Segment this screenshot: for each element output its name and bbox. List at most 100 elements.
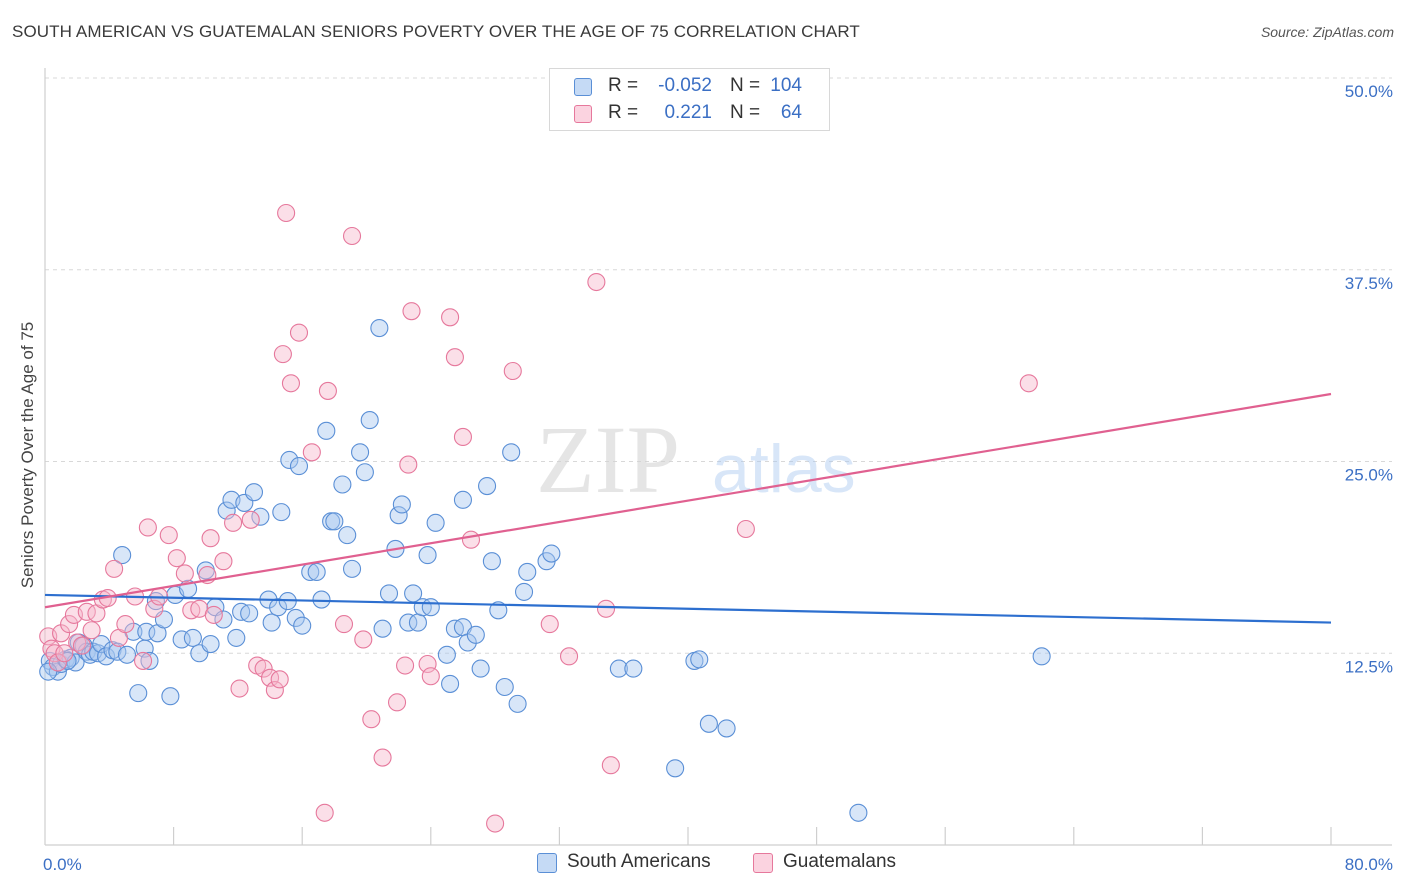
- guatemalans-point: [224, 513, 243, 532]
- guatemalans-point: [72, 636, 92, 655]
- y-tick-label: 25.0%: [1345, 466, 1393, 485]
- guatemalans-point: [559, 647, 579, 666]
- south-americans-point: [280, 450, 299, 470]
- guatemalans-point: [486, 814, 505, 833]
- south-americans-point: [108, 642, 127, 661]
- south-americans-point: [489, 601, 508, 620]
- guatemalans-point: [402, 302, 421, 321]
- south-americans-point: [240, 604, 259, 623]
- series-south-americans: [39, 318, 1051, 822]
- south-americans-point: [717, 719, 736, 738]
- south-americans-point: [471, 659, 490, 678]
- south-americans-point: [508, 694, 527, 713]
- south-americans-point: [437, 645, 456, 664]
- guatemalans-point: [214, 552, 233, 571]
- south-americans-point: [333, 475, 352, 494]
- south-americans-point: [351, 443, 370, 462]
- south-americans-point: [338, 526, 357, 545]
- correlation-stats-box: R = -0.052 N = 104 R = 0.221 N = 64: [549, 68, 830, 131]
- guatemalans-point: [540, 615, 559, 634]
- south-americans-point: [251, 507, 270, 526]
- south-americans-point: [39, 662, 58, 681]
- south-americans-point: [269, 598, 288, 617]
- guatemalans-point: [596, 599, 616, 618]
- south-americans-point: [286, 608, 305, 628]
- south-americans-point: [117, 645, 137, 664]
- guatemalans-point: [1019, 374, 1038, 393]
- south-americans-point: [609, 659, 628, 678]
- stats-swatch-pink: [574, 105, 592, 123]
- r-value: -0.052: [658, 75, 712, 96]
- guatemalans-point: [138, 518, 157, 537]
- south-americans-point: [478, 476, 497, 496]
- south-americans-point: [312, 590, 331, 609]
- guatemalans-point: [399, 455, 418, 474]
- x-tick-label: 80.0%: [1345, 855, 1393, 874]
- south-americans-point: [370, 318, 389, 338]
- trend-lines: [44, 392, 1332, 624]
- south-americans-point: [325, 512, 344, 531]
- watermark: ZIP atlas: [536, 406, 856, 513]
- guatemalans-point: [175, 564, 194, 583]
- x-tick-label: 0.0%: [43, 855, 82, 874]
- south-americans-point: [227, 628, 246, 647]
- guatemalans-point: [167, 549, 186, 568]
- guatemalans-point: [503, 361, 522, 381]
- guatemalans-point: [241, 510, 260, 529]
- tick-labels: 12.5% 25.0% 37.5% 50.0% 0.0% 80.0%: [43, 82, 1393, 874]
- guatemalans-point: [587, 272, 606, 292]
- south-americans-point: [373, 619, 392, 638]
- south-americans-point: [262, 613, 281, 632]
- south-americans-point: [849, 803, 868, 822]
- guatemalans-point: [396, 656, 415, 675]
- south-americans-point: [441, 674, 460, 693]
- n-value: 104: [770, 75, 802, 96]
- y-tick-label: 50.0%: [1345, 82, 1393, 101]
- guatemalans-point: [60, 615, 79, 634]
- guatemalans-point: [289, 323, 309, 342]
- south-americans-point: [399, 613, 418, 632]
- south-americans-point: [342, 559, 362, 578]
- south-americans-point: [360, 411, 379, 430]
- south-americans-point: [418, 546, 437, 565]
- guatemalans-point: [315, 803, 334, 822]
- guatemalans-point: [354, 630, 373, 649]
- south-americans-point: [293, 616, 312, 635]
- south-americans-point: [453, 490, 473, 509]
- source-note: Source: ZipAtlas.com: [1260, 24, 1394, 40]
- south-americans-point: [317, 421, 336, 440]
- guatemalans-point: [55, 644, 74, 663]
- south-americans-point: [1032, 647, 1051, 666]
- south-americans-point: [289, 457, 309, 476]
- watermark-zip: ZIP: [536, 406, 680, 513]
- south-americans-point: [183, 628, 202, 647]
- south-americans-point: [502, 443, 521, 462]
- r-value: 0.221: [664, 102, 712, 123]
- r-label: R =: [608, 102, 639, 123]
- guatemalans-point: [453, 427, 473, 447]
- south-americans-point: [392, 495, 411, 514]
- guatemalans-point: [281, 374, 300, 393]
- south-americans-point: [137, 622, 156, 641]
- guatemalans-point: [387, 693, 407, 712]
- guatemalans-point: [277, 203, 296, 223]
- south-americans-point: [542, 544, 561, 563]
- south-americans-point: [172, 630, 191, 649]
- south-americans-point: [244, 483, 264, 502]
- trend-line-guatemalans: [44, 392, 1332, 609]
- guatemalans-point: [421, 667, 440, 686]
- legend-label: Guatemalans: [783, 851, 897, 872]
- grid-lines: [45, 77, 1392, 654]
- y-axis-label: Seniors Poverty Over the Age of 75: [18, 322, 37, 588]
- south-americans-point: [466, 625, 485, 644]
- legend-swatch-pink: [753, 853, 773, 873]
- guatemalans-point: [362, 710, 381, 729]
- guatemalans-point: [105, 559, 124, 578]
- south-americans-point: [307, 562, 326, 581]
- guatemalans-point: [82, 621, 101, 640]
- south-americans-point: [482, 552, 501, 571]
- guatemalans-point: [445, 348, 464, 367]
- trend-line-south-americans: [44, 593, 1332, 624]
- y-tick-label: 12.5%: [1345, 657, 1393, 676]
